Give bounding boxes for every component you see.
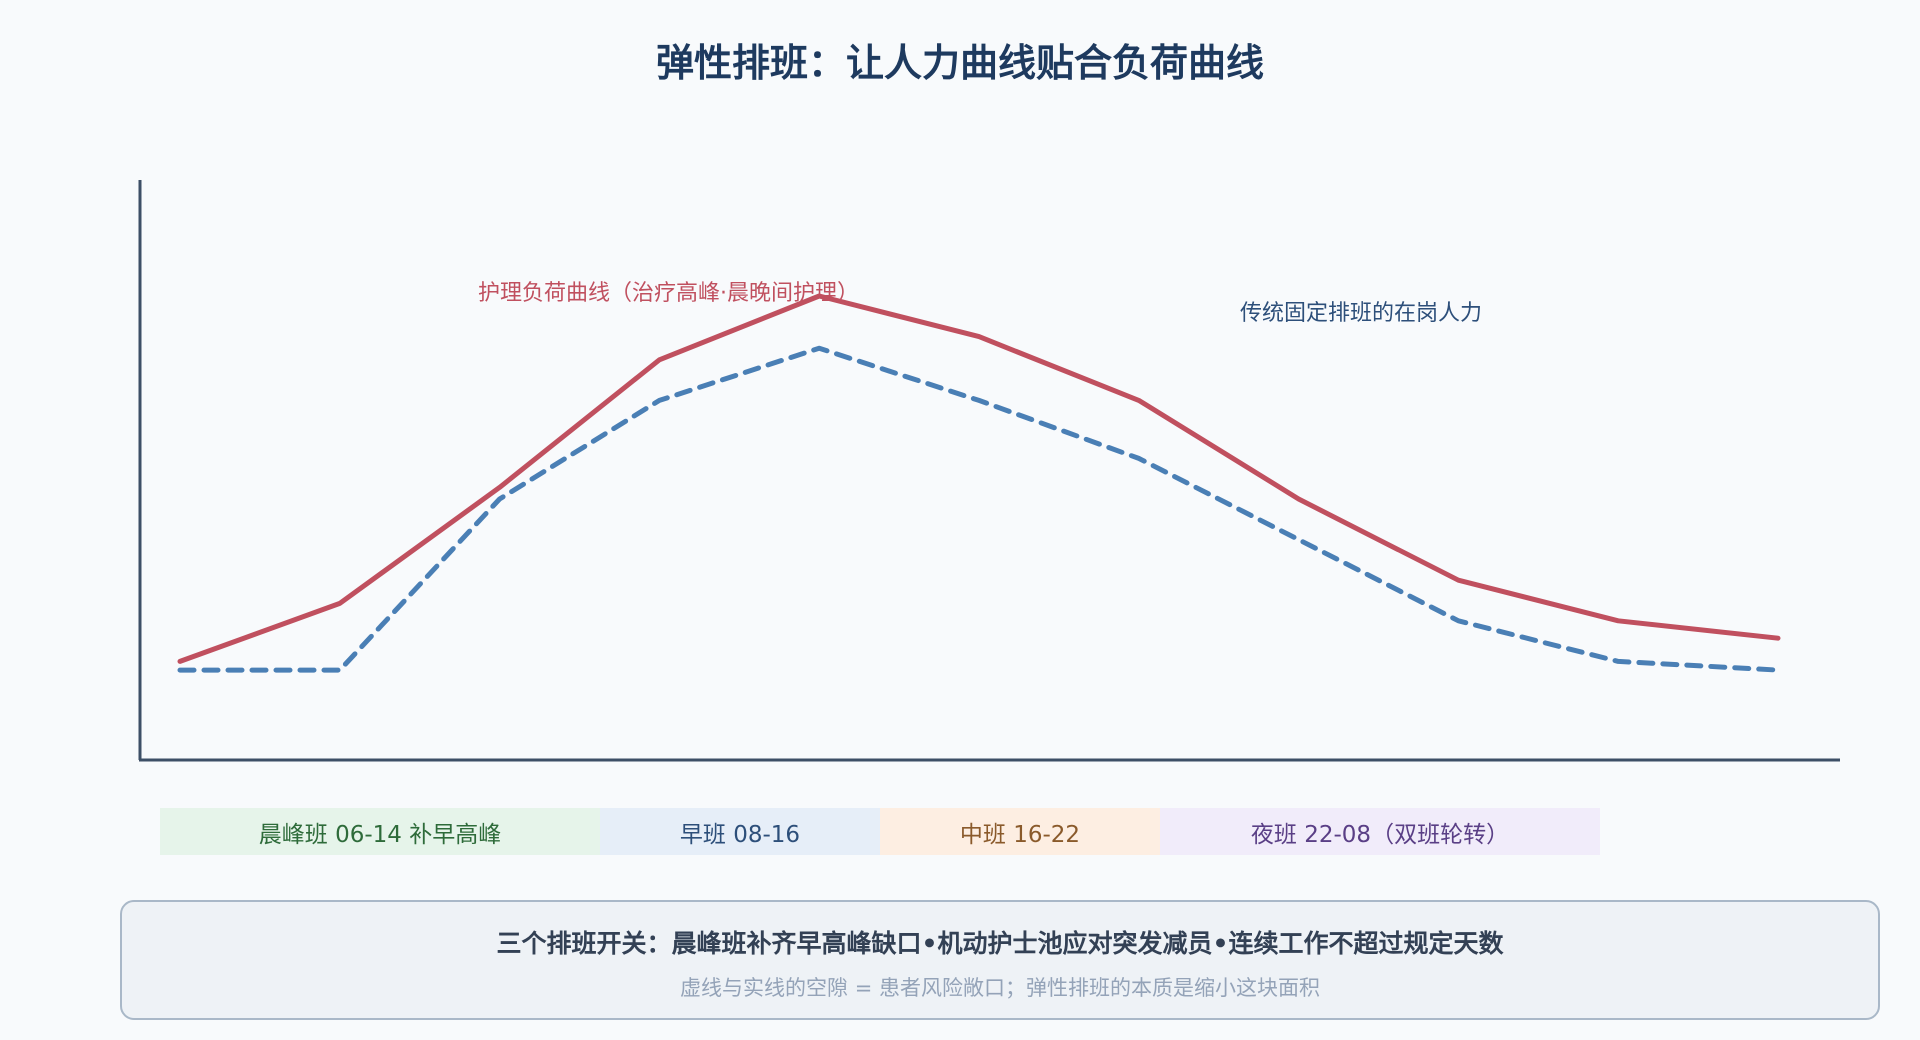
shift-evening: 中班 16-22 (880, 808, 1160, 855)
note-box: 三个排班开关：晨峰班补齐早高峰缺口•机动护士池应对突发减员•连续工作不超过规定天… (120, 900, 1880, 1020)
chart-title: 弹性排班：让人力曲线贴合负荷曲线 (655, 41, 1264, 85)
series-line-load (177, 293, 1781, 664)
note-main-text: 三个排班开关：晨峰班补齐早高峰缺口•机动护士池应对突发减员•连续工作不超过规定天… (496, 929, 1504, 958)
shift-evening-label: 中班 16-22 (959, 821, 1081, 848)
shift-night-label: 夜班 22-08（双班轮转） (1250, 821, 1510, 848)
shift-morning-peak-label: 晨峰班 06-14 补早高峰 (258, 821, 502, 848)
series-line-staffing (177, 345, 1781, 673)
shift-day-label: 早班 08-16 (679, 821, 801, 848)
shift-morning-peak: 晨峰班 06-14 补早高峰 (160, 808, 600, 855)
series-label-staffing: 传统固定排班的在岗人力 (1240, 301, 1482, 326)
series-layer (177, 293, 1781, 673)
shift-day: 早班 08-16 (600, 808, 880, 855)
line-chart: 护理负荷曲线（治疗高峰·晨晚间护理） 传统固定排班的在岗人力 (138, 180, 1840, 762)
series-label-load: 护理负荷曲线（治疗高峰·晨晚间护理） (478, 281, 859, 306)
shift-night: 夜班 22-08（双班轮转） (1160, 808, 1600, 855)
note-sub-text: 虚线与实线的空隙 = 患者风险敞口；弹性排班的本质是缩小这块面积 (680, 976, 1320, 1000)
shift-band: 晨峰班 06-14 补早高峰 早班 08-16 中班 16-22 夜班 22-0… (160, 808, 1600, 855)
